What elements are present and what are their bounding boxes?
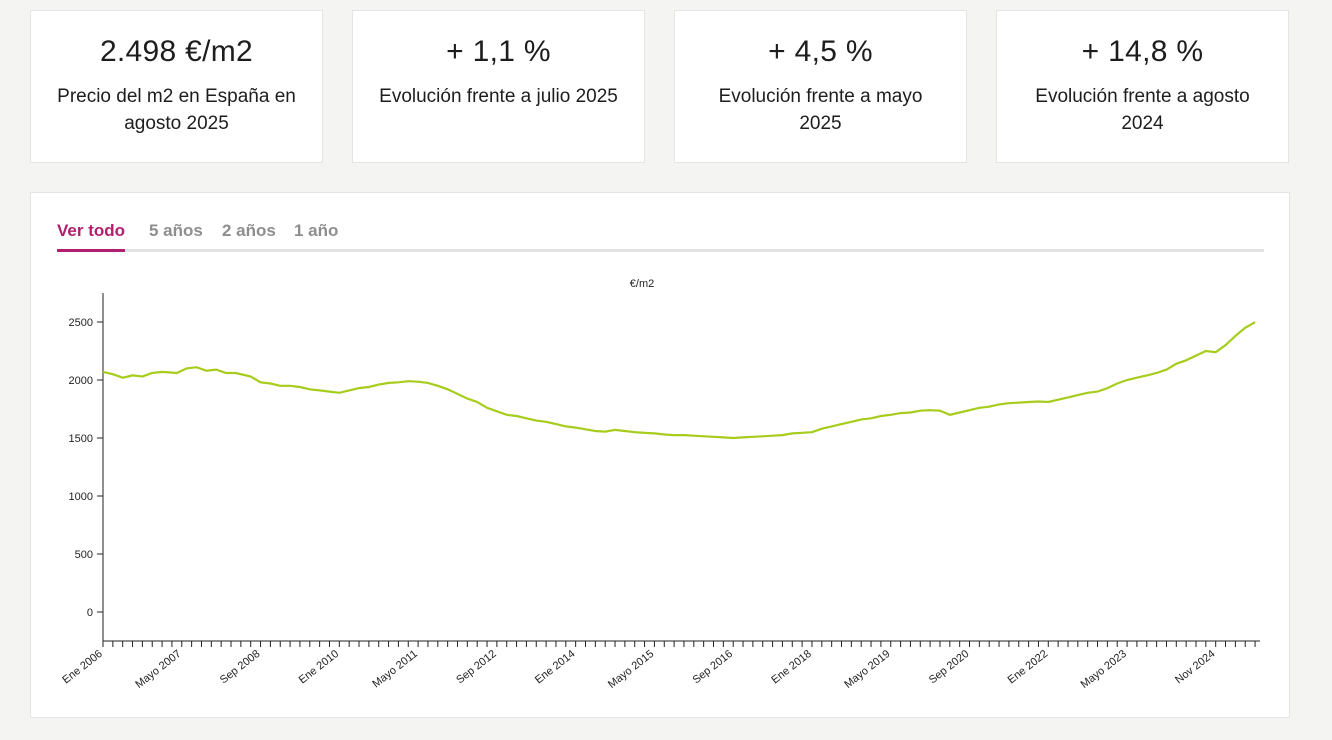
x-tick-label: Mayo 2011 bbox=[370, 648, 420, 690]
x-tick-label: Mayo 2023 bbox=[1079, 648, 1129, 691]
stat-card-monthly: + 1,1 % Evolución frente a julio 2025 bbox=[352, 10, 645, 163]
x-tick-label: Mayo 2019 bbox=[842, 648, 892, 691]
x-tick-label: Nov 2024 bbox=[1173, 648, 1217, 686]
x-tick-label: Mayo 2015 bbox=[606, 648, 656, 691]
x-tick-label: Ene 2018 bbox=[769, 648, 814, 686]
x-tick-label: Ene 2006 bbox=[60, 648, 105, 686]
tab-2-anos[interactable]: 2 años bbox=[222, 221, 276, 240]
stat-value: 2.498 €/m2 bbox=[99, 35, 254, 68]
x-tick-label: Sep 2008 bbox=[218, 648, 263, 686]
series-line-price bbox=[102, 321, 1256, 440]
stat-card-price: 2.498 €/m2 Precio del m2 en España en ag… bbox=[30, 10, 323, 163]
x-tick-label: Sep 2016 bbox=[691, 648, 736, 686]
y-tick-label: 2500 bbox=[69, 317, 93, 329]
y-tick-label: 0 bbox=[87, 607, 93, 619]
stat-label: Evolución frente a julio 2025 bbox=[379, 86, 618, 107]
x-tick-label: Sep 2012 bbox=[454, 648, 499, 686]
stat-value: + 14,8 % bbox=[1081, 35, 1204, 68]
tab-5-anos[interactable]: 5 años bbox=[149, 221, 203, 240]
x-tick-label: Ene 2022 bbox=[1006, 648, 1051, 686]
stat-card-yearly: + 14,8 % Evolución frente a agosto 2024 bbox=[996, 10, 1289, 163]
tab-ver-todo[interactable]: Ver todo bbox=[57, 221, 126, 252]
x-tick-label: Mayo 2007 bbox=[133, 648, 183, 691]
x-tick-label: Ene 2010 bbox=[297, 648, 342, 686]
x-tick-label: Sep 2020 bbox=[927, 648, 972, 686]
chart-title: €/m2 bbox=[630, 278, 654, 290]
stat-label: Evolución frente a mayo 2025 bbox=[718, 86, 923, 134]
y-tick-label: 500 bbox=[75, 549, 93, 561]
y-tick-label: 2000 bbox=[69, 375, 93, 387]
stat-value: + 4,5 % bbox=[768, 35, 873, 68]
stat-label: Evolución frente a agosto 2024 bbox=[1035, 86, 1250, 134]
stat-card-quarterly: + 4,5 % Evolución frente a mayo 2025 bbox=[674, 10, 967, 163]
chart-panel: Ver todo 5 años 2 años 1 año bbox=[30, 192, 1290, 718]
stat-label: Precio del m2 en España en agosto 2025 bbox=[57, 86, 296, 134]
range-tabs: Ver todo 5 años 2 años 1 año bbox=[57, 219, 1264, 252]
y-tick-label: 1000 bbox=[69, 491, 93, 503]
x-tick-label: Ene 2014 bbox=[533, 648, 578, 686]
tab-1-ano[interactable]: 1 año bbox=[294, 221, 339, 240]
y-tick-label: 1500 bbox=[69, 433, 93, 445]
stat-value: + 1,1 % bbox=[446, 35, 551, 68]
